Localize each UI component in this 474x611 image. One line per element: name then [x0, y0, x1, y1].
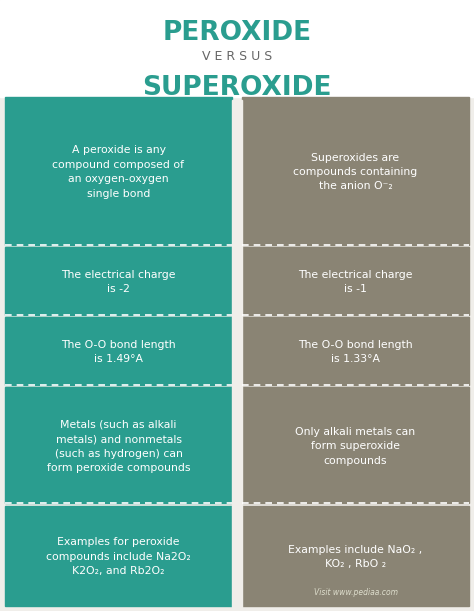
Bar — [242, 387, 469, 503]
Bar — [5, 506, 232, 606]
Text: Examples for peroxide
compounds include Na2O₂
K2O₂, and Rb2O₂: Examples for peroxide compounds include … — [46, 538, 191, 576]
Bar — [242, 506, 469, 606]
Bar — [242, 97, 469, 245]
Text: The electrical charge
is -1: The electrical charge is -1 — [298, 270, 413, 295]
Bar — [5, 97, 232, 245]
Text: PEROXIDE: PEROXIDE — [163, 20, 311, 46]
Text: The electrical charge
is -2: The electrical charge is -2 — [61, 270, 176, 295]
Text: The O-O bond length
is 1.33°A: The O-O bond length is 1.33°A — [298, 340, 413, 364]
Text: Superoxides are
compounds containing
the anion O⁻₂: Superoxides are compounds containing the… — [293, 153, 418, 191]
Bar — [242, 317, 469, 385]
Text: Only alkali metals can
form superoxide
compounds: Only alkali metals can form superoxide c… — [295, 427, 416, 466]
Text: Visit www.pediaa.com: Visit www.pediaa.com — [313, 588, 398, 597]
Text: SUPEROXIDE: SUPEROXIDE — [142, 75, 332, 101]
Text: The O-O bond length
is 1.49°A: The O-O bond length is 1.49°A — [61, 340, 176, 364]
Text: Metals (such as alkali
metals) and nonmetals
(such as hydrogen) can
form peroxid: Metals (such as alkali metals) and nonme… — [47, 420, 190, 473]
Bar — [5, 247, 232, 315]
Text: Examples include NaO₂ ,
KO₂ , RbO ₂: Examples include NaO₂ , KO₂ , RbO ₂ — [288, 544, 423, 569]
Bar — [5, 317, 232, 385]
Bar — [232, 100, 242, 608]
Bar — [242, 247, 469, 315]
Bar — [5, 387, 232, 503]
Text: V E R S U S: V E R S U S — [202, 50, 272, 63]
Text: A peroxide is any
compound composed of
an oxygen-oxygen
single bond: A peroxide is any compound composed of a… — [53, 145, 184, 199]
Bar — [0, 0, 474, 97]
